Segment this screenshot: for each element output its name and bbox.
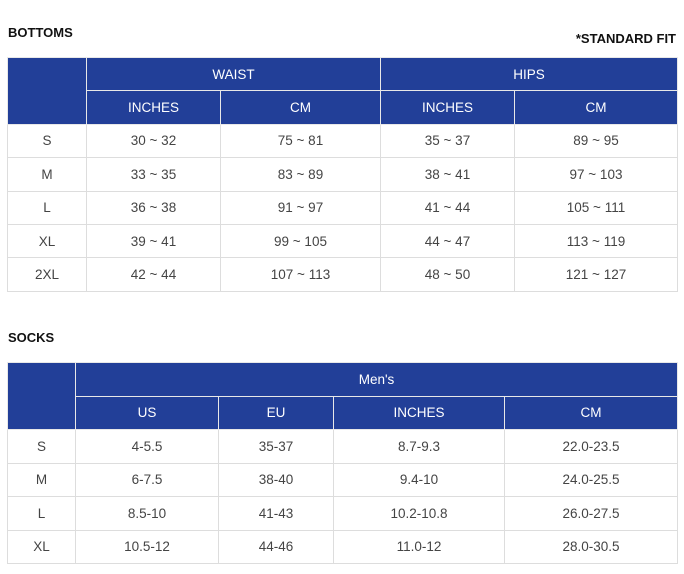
size-label: L xyxy=(7,190,87,225)
size-value: 22.0-23.5 xyxy=(503,429,679,464)
size-value: 38-40 xyxy=(218,462,334,497)
subheader: INCHES xyxy=(333,395,505,430)
mens-header: Men's xyxy=(74,362,679,397)
size-header-blank xyxy=(7,362,76,430)
size-value: 24.0-25.5 xyxy=(503,462,679,497)
table-row: L 36 ~ 38 91 ~ 97 41 ~ 44 105 ~ 111 xyxy=(7,190,679,225)
size-value: 99 ~ 105 xyxy=(220,223,381,259)
size-value: 35 ~ 37 xyxy=(380,123,515,159)
table-row: L 8.5-10 41-43 10.2-10.8 26.0-27.5 xyxy=(7,496,679,531)
size-value: 11.0-12 xyxy=(333,529,505,564)
size-value: 41-43 xyxy=(218,496,334,531)
size-value: 10.5-12 xyxy=(75,529,219,564)
size-header-blank xyxy=(7,57,87,125)
size-label: 2XL xyxy=(7,257,87,292)
subheader: INCHES xyxy=(380,90,515,125)
size-label: S xyxy=(7,123,87,159)
size-value: 4-5.5 xyxy=(75,429,219,464)
size-value: 36 ~ 38 xyxy=(86,190,221,225)
size-value: 8.5-10 xyxy=(75,496,219,531)
table-row: M 33 ~ 35 83 ~ 89 38 ~ 41 97 ~ 103 xyxy=(7,157,679,192)
size-value: 35-37 xyxy=(218,429,334,464)
size-value: 38 ~ 41 xyxy=(380,157,515,192)
subheader: CM xyxy=(220,90,381,125)
size-value: 107 ~ 113 xyxy=(220,257,381,292)
size-value: 30 ~ 32 xyxy=(86,123,221,159)
size-value: 105 ~ 111 xyxy=(513,190,679,225)
fit-note: *STANDARD FIT xyxy=(575,31,676,46)
table-row: XL 10.5-12 44-46 11.0-12 28.0-30.5 xyxy=(7,529,679,564)
table-row: S 4-5.5 35-37 8.7-9.3 22.0-23.5 xyxy=(7,429,679,464)
size-value: 89 ~ 95 xyxy=(513,123,679,159)
subheader: INCHES xyxy=(86,90,221,125)
bottoms-size-table: WAIST HIPS INCHES CM INCHES CM S 30 ~ 32 7… xyxy=(7,56,679,292)
size-label: S xyxy=(7,429,76,464)
size-value: 42 ~ 44 xyxy=(86,257,221,292)
subheader: EU xyxy=(218,395,334,430)
subheader: US xyxy=(75,395,219,430)
size-value: 113 ~ 119 xyxy=(513,223,679,259)
socks-title: SOCKS xyxy=(8,330,55,345)
size-value: 44 ~ 47 xyxy=(380,223,515,259)
table-row: 2XL 42 ~ 44 107 ~ 113 48 ~ 50 121 ~ 127 xyxy=(7,257,679,292)
size-value: 8.7-9.3 xyxy=(333,429,505,464)
size-value: 44-46 xyxy=(218,529,334,564)
size-value: 9.4-10 xyxy=(333,462,505,497)
table-row: XL 39 ~ 41 99 ~ 105 44 ~ 47 113 ~ 119 xyxy=(7,223,679,259)
subheader: CM xyxy=(503,395,679,430)
bottoms-title: BOTTOMS xyxy=(8,25,73,40)
size-value: 26.0-27.5 xyxy=(503,496,679,531)
size-value: 33 ~ 35 xyxy=(86,157,221,192)
size-value: 121 ~ 127 xyxy=(513,257,679,292)
socks-size-table: Men's US EU INCHES CM S 4-5.5 35-37 8.7-9.3… xyxy=(7,362,679,564)
size-label: XL xyxy=(7,529,76,564)
size-value: 41 ~ 44 xyxy=(380,190,515,225)
size-label: XL xyxy=(7,223,87,259)
table-row: M 6-7.5 38-40 9.4-10 24.0-25.5 xyxy=(7,462,679,497)
size-value: 91 ~ 97 xyxy=(220,190,381,225)
size-value: 39 ~ 41 xyxy=(86,223,221,259)
subheader: CM xyxy=(513,90,679,125)
size-value: 75 ~ 81 xyxy=(220,123,381,159)
size-label: M xyxy=(7,157,87,192)
size-value: 28.0-30.5 xyxy=(503,529,679,564)
hips-header: HIPS xyxy=(379,56,679,92)
table-row: S 30 ~ 32 75 ~ 81 35 ~ 37 89 ~ 95 xyxy=(7,123,679,159)
waist-header: WAIST xyxy=(86,56,381,92)
size-value: 48 ~ 50 xyxy=(380,257,515,292)
size-label: M xyxy=(7,462,76,497)
size-value: 10.2-10.8 xyxy=(333,496,505,531)
size-value: 83 ~ 89 xyxy=(220,157,381,192)
size-label: L xyxy=(7,496,76,531)
size-value: 6-7.5 xyxy=(75,462,219,497)
size-value: 97 ~ 103 xyxy=(513,157,679,192)
